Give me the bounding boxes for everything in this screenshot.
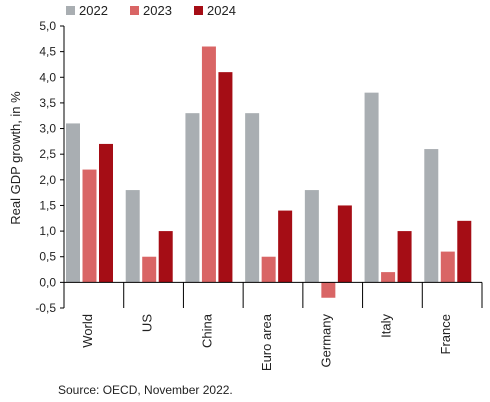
bar-france-2022	[424, 149, 439, 283]
y-tick-label: 4,0	[39, 70, 56, 84]
y-axis-ticks: -0,5 0,0 0,5 1,0 1,5 2,0 2,5 3,0 3,5 4,0 4,5 5,0	[35, 19, 64, 315]
bar-euro-area-2022	[245, 113, 260, 283]
category-label: US	[140, 314, 155, 332]
legend-swatch-2023	[130, 6, 139, 15]
legend-swatch-2022	[66, 6, 75, 15]
y-axis-label: Real GDP growth, in %	[8, 91, 23, 225]
legend-swatch-2024	[194, 6, 203, 15]
legend-label-2023: 2023	[143, 3, 172, 18]
bar-germany-2024	[337, 205, 352, 283]
bar-world-2024	[99, 143, 113, 283]
bar-china-2023	[201, 46, 216, 283]
category-label: China	[199, 313, 214, 348]
y-tick-label: -0,5	[35, 301, 56, 315]
bar-us-2023	[142, 256, 157, 283]
bars	[66, 46, 472, 298]
source-note: Source: OECD, November 2022.	[58, 383, 233, 397]
category-label: Germany	[319, 314, 334, 368]
y-tick-label: 5,0	[39, 19, 56, 33]
bar-china-2024	[218, 72, 233, 283]
legend-label-2024: 2024	[207, 3, 236, 18]
bar-france-2024	[457, 220, 472, 283]
y-tick-label: 2,5	[39, 147, 56, 161]
bar-italy-2024	[397, 231, 412, 283]
bar-euro-area-2023	[261, 256, 276, 283]
category-label: France	[438, 314, 453, 354]
bar-us-2022	[125, 190, 140, 283]
category-labels: World US China Euro area Germany Italy France	[80, 282, 483, 371]
legend: 2022 2023 2024	[66, 3, 236, 18]
y-tick-label: 1,5	[39, 198, 56, 212]
bar-france-2023	[440, 251, 455, 283]
y-tick-label: 4,5	[39, 45, 56, 59]
legend-label-2022: 2022	[79, 3, 108, 18]
bar-germany-2023	[321, 282, 336, 298]
bar-euro-area-2024	[278, 210, 293, 283]
y-tick-label: 0,5	[39, 250, 56, 264]
bar-china-2022	[185, 113, 200, 283]
bar-italy-2022	[364, 92, 379, 283]
y-tick-label: 2,0	[39, 173, 56, 187]
y-tick-label: 0,0	[39, 275, 56, 289]
category-label: Italy	[378, 314, 393, 338]
bar-world-2022	[66, 123, 80, 283]
y-tick-label: 3,5	[39, 96, 56, 110]
y-tick-label: 1,0	[39, 224, 56, 238]
category-label: World	[80, 314, 95, 348]
bar-germany-2022	[304, 190, 319, 283]
y-tick-label: 3,0	[39, 122, 56, 136]
category-label: Euro area	[259, 313, 274, 371]
bar-world-2023	[82, 169, 97, 283]
bar-italy-2023	[381, 272, 396, 283]
bar-us-2024	[158, 231, 173, 283]
